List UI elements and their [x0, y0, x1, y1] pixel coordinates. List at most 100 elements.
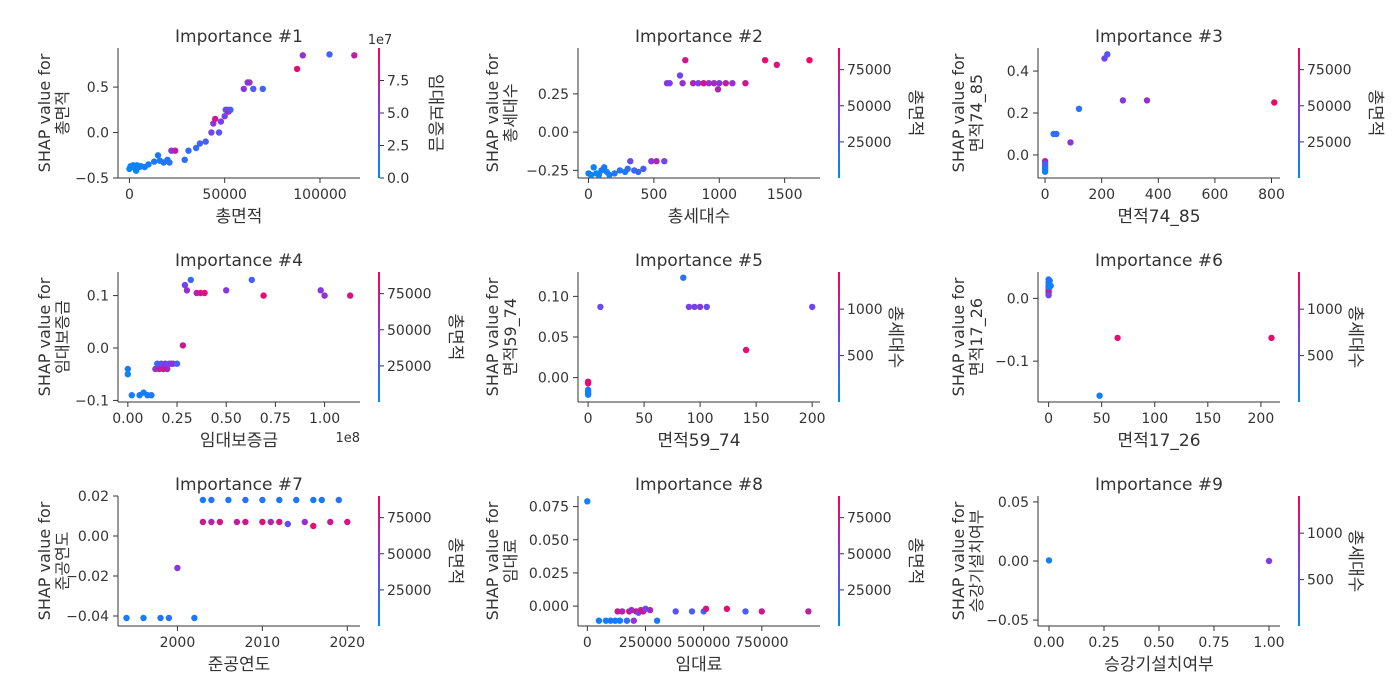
- data-point: [276, 518, 283, 526]
- data-point: [1271, 99, 1278, 106]
- data-point: [710, 80, 718, 87]
- x-tick-label: 500000: [677, 635, 730, 651]
- data-point: [595, 617, 603, 624]
- data-point: [317, 287, 324, 294]
- colorbar-tick-label: 1000: [1307, 526, 1343, 542]
- y-tick-label: −0.25: [526, 163, 569, 179]
- y-tick-label: 0.5: [87, 80, 109, 96]
- data-point: [587, 171, 595, 179]
- data-point: [310, 496, 317, 504]
- x-tick-label: 0: [583, 635, 592, 651]
- data-point: [616, 167, 624, 174]
- y-tick-label: 0.050: [529, 533, 569, 549]
- data-point: [742, 608, 749, 615]
- x-offset-label: 1e8: [335, 431, 360, 446]
- panel-6: Importance #60 50 100 150 200−0.10.0면적17_26S…: [949, 251, 1365, 451]
- colorbar-label: 임대보증금: [425, 74, 445, 152]
- x-tick-label: 600: [1202, 187, 1229, 203]
- data-point: [584, 391, 592, 398]
- data-point: [187, 276, 194, 284]
- panel-title: Importance #4: [175, 251, 303, 271]
- x-tick-label: 400: [1145, 187, 1172, 203]
- colorbar: [1298, 272, 1300, 402]
- x-tick-label: 500: [641, 187, 668, 203]
- data-point: [702, 605, 710, 612]
- panel-title: Importance #2: [635, 27, 763, 47]
- data-point: [351, 52, 358, 59]
- x-tick-label: 0: [125, 187, 134, 203]
- colorbar-offset-label: 1e7: [368, 33, 393, 48]
- data-point: [183, 287, 191, 294]
- data-point: [1119, 97, 1127, 104]
- x-tick-label: 0.75: [1198, 635, 1229, 651]
- y-axis-label: SHAP value for면적17_26: [949, 277, 987, 396]
- data-point: [124, 365, 131, 373]
- y-axis-label-line: SHAP value for: [949, 277, 968, 396]
- colorbar-label: 총세대수: [885, 306, 905, 369]
- data-point: [215, 129, 223, 136]
- y-axis-label-line: SHAP value for: [949, 53, 968, 172]
- data-point: [1096, 392, 1103, 399]
- data-point: [758, 608, 765, 615]
- data-point: [145, 161, 152, 168]
- data-point: [208, 129, 215, 136]
- x-tick-label: 1000: [701, 187, 737, 203]
- colorbar-tick-label: 75000: [847, 63, 892, 79]
- data-point: [173, 360, 181, 367]
- y-tick-label: −0.1: [995, 354, 1029, 370]
- data-point: [208, 518, 215, 526]
- colorbar-label: 총세대수: [1345, 530, 1365, 593]
- y-axis-label-line: SHAP value for: [35, 501, 54, 620]
- y-axis-label-line: SHAP value for: [949, 501, 968, 620]
- data-point: [742, 80, 749, 87]
- colorbar: [1298, 48, 1300, 178]
- data-point: [685, 303, 693, 311]
- data-point: [250, 85, 257, 93]
- data-point: [217, 118, 225, 125]
- data-point: [179, 342, 187, 349]
- colorbar-tick-label: 75000: [387, 511, 432, 527]
- colorbar: [1298, 496, 1300, 626]
- y-axis-label-line: 면적74_85: [967, 74, 987, 152]
- data-point: [602, 617, 610, 624]
- data-point: [202, 138, 209, 145]
- data-point: [773, 61, 780, 68]
- data-point: [128, 392, 135, 399]
- data-point: [185, 147, 192, 154]
- data-point: [1045, 292, 1052, 299]
- data-point: [191, 614, 198, 622]
- data-point: [696, 303, 704, 311]
- colorbar-tick-label: 2.5: [387, 139, 409, 155]
- data-point: [208, 496, 215, 504]
- colorbar: [838, 272, 840, 402]
- colorbar: [838, 48, 840, 178]
- data-point: [223, 287, 230, 294]
- colorbar-label: 총세대수: [1345, 306, 1365, 369]
- data-point: [590, 164, 597, 171]
- x-tick-label: 150: [1194, 411, 1221, 427]
- data-point: [597, 303, 604, 311]
- panel-title: Importance #6: [1095, 251, 1223, 271]
- data-point: [166, 159, 173, 166]
- data-point: [607, 617, 614, 624]
- data-point: [723, 605, 731, 612]
- colorbar-label: 총면적: [445, 314, 465, 361]
- data-point: [1104, 51, 1111, 58]
- data-point: [259, 518, 266, 526]
- y-tick-label: 0.05: [998, 495, 1029, 511]
- data-point: [123, 614, 130, 622]
- data-point: [227, 106, 234, 114]
- y-axis-label-line: 준공연도: [53, 532, 72, 591]
- data-point: [259, 85, 266, 93]
- data-point: [132, 167, 140, 174]
- data-point: [614, 608, 621, 615]
- data-point: [293, 65, 301, 73]
- data-point: [640, 165, 647, 172]
- data-point: [648, 158, 655, 165]
- y-tick-label: 0.4: [1007, 64, 1029, 80]
- data-point: [653, 617, 661, 624]
- y-tick-label: 0.00: [538, 371, 569, 387]
- colorbar-tick-label: 50000: [1307, 99, 1352, 115]
- panel-2: Importance #2 0 500 1000 1500 −0.25 0.00 0.25 총세…: [483, 27, 925, 227]
